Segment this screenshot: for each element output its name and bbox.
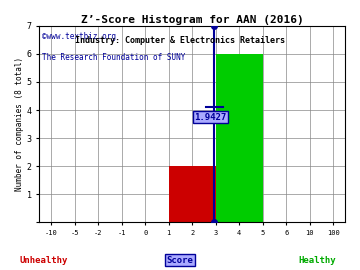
Y-axis label: Number of companies (8 total): Number of companies (8 total) [15, 57, 24, 191]
Text: 1.9427: 1.9427 [194, 113, 227, 122]
Text: Healthy: Healthy [298, 256, 336, 265]
Text: The Research Foundation of SUNY: The Research Foundation of SUNY [42, 53, 186, 62]
Text: Score: Score [167, 256, 193, 265]
Text: Unhealthy: Unhealthy [19, 256, 67, 265]
Text: Industry: Computer & Electronics Retailers: Industry: Computer & Electronics Retaile… [75, 36, 285, 45]
Title: Z’-Score Histogram for AAN (2016): Z’-Score Histogram for AAN (2016) [81, 15, 303, 25]
Text: ©www.textbiz.org: ©www.textbiz.org [42, 32, 117, 41]
Bar [169, 166, 216, 222]
Bar [216, 54, 263, 222]
